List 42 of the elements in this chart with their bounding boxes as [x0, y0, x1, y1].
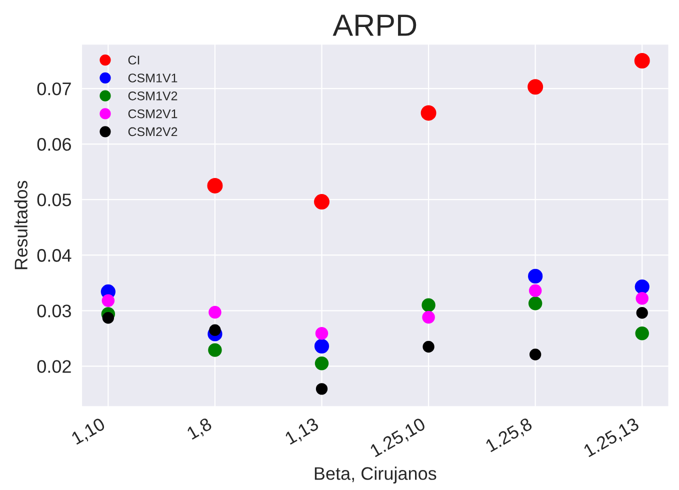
legend-label: CSM2V1	[128, 109, 178, 118]
point	[102, 312, 114, 324]
point	[528, 79, 544, 95]
point	[102, 294, 115, 308]
point	[634, 53, 650, 68]
point	[422, 340, 434, 353]
point	[636, 307, 648, 319]
point	[315, 327, 328, 340]
legend-label: CSM1V2	[128, 91, 178, 100]
point	[314, 356, 329, 370]
y-tick-label: 0.03	[37, 304, 71, 318]
point	[314, 338, 330, 354]
y-tick-label: 0.02	[37, 360, 71, 373]
point	[529, 348, 542, 360]
point	[209, 324, 221, 336]
chart-title: ARPD	[332, 14, 416, 36]
y-tick-label: 0.06	[37, 138, 71, 151]
point	[207, 178, 223, 194]
legend-label: CI	[128, 56, 140, 65]
point	[634, 279, 650, 294]
point	[316, 383, 328, 395]
x-tick-label: 1,13	[284, 417, 320, 447]
point	[635, 326, 649, 340]
point	[528, 268, 543, 284]
point	[420, 105, 436, 121]
point	[636, 292, 648, 305]
y-tick-label: 0.05	[37, 194, 72, 206]
point	[314, 194, 330, 210]
legend-label: CSM1V1	[128, 74, 178, 82]
point	[422, 298, 436, 312]
y-tick-label: 0.04	[37, 249, 72, 262]
point	[208, 343, 222, 357]
y-tick-label: 0.07	[37, 82, 71, 96]
legend-label: CSM2V2	[128, 127, 178, 136]
point	[528, 284, 542, 298]
point	[528, 296, 542, 310]
x-tick-label: 1,10	[70, 417, 107, 447]
point	[422, 310, 435, 324]
x-axis-title: Beta, Cirujanos	[314, 466, 436, 484]
point	[208, 306, 222, 319]
x-tick-label: 1,8	[186, 417, 214, 442]
y-axis-title: Resultados	[14, 180, 28, 270]
